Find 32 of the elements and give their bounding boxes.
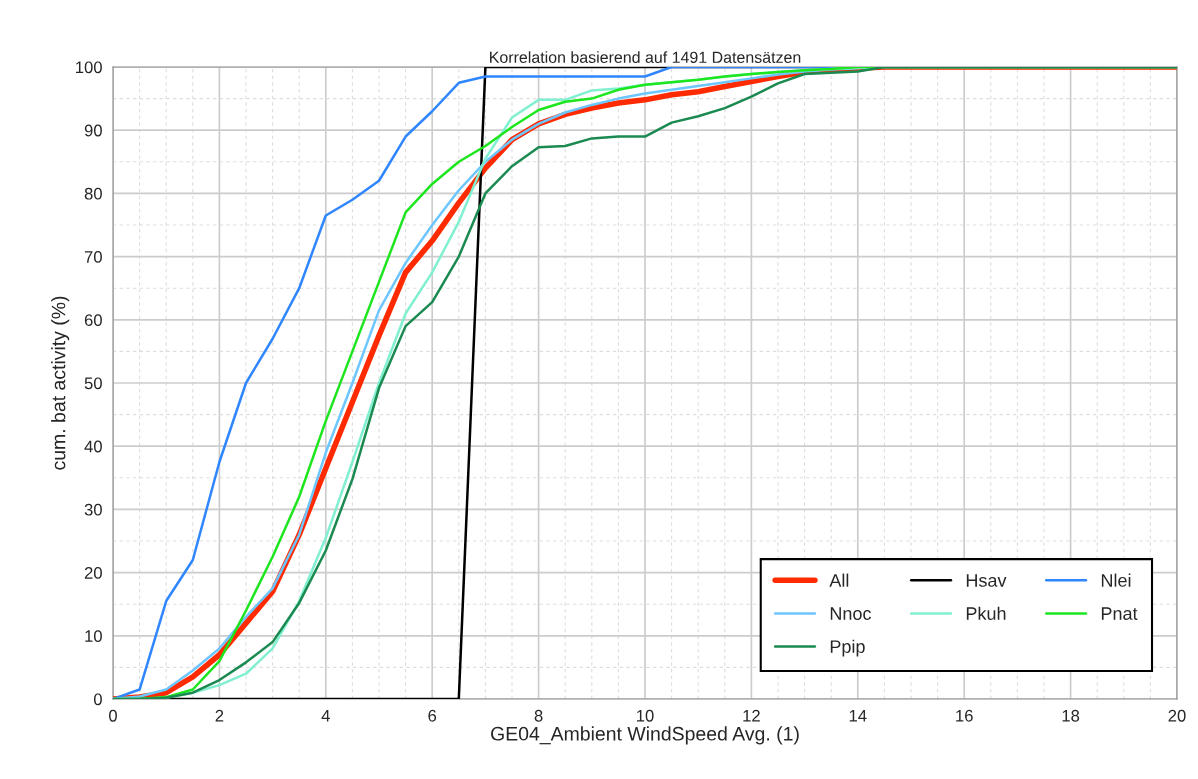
y-tick-label: 100 bbox=[76, 61, 102, 74]
y-tick-label: 20 bbox=[84, 567, 102, 579]
y-tick-label: 40 bbox=[84, 440, 102, 453]
y-tick-label: 50 bbox=[84, 377, 102, 390]
legend-label: Hsav bbox=[966, 574, 1007, 587]
x-tick-label: 8 bbox=[534, 709, 543, 722]
y-tick-label: 60 bbox=[84, 314, 102, 326]
x-tick-label: 18 bbox=[1062, 709, 1080, 722]
legend-label: Nnoc bbox=[830, 607, 872, 620]
legend-label: Ppip bbox=[830, 639, 865, 657]
x-tick-label: 2 bbox=[215, 709, 224, 722]
x-tick-label: 0 bbox=[109, 709, 117, 722]
y-tick-label: 0 bbox=[93, 693, 102, 706]
legend-label: All bbox=[829, 573, 849, 587]
x-tick-label: 6 bbox=[428, 709, 437, 722]
legend-label: Pnat bbox=[1101, 607, 1138, 620]
y-tick-label: 10 bbox=[85, 630, 102, 642]
x-tick-label: 16 bbox=[956, 709, 973, 722]
x-tick-label: 10 bbox=[637, 709, 654, 722]
y-tick-label: 30 bbox=[84, 503, 102, 516]
x-tick-label: 14 bbox=[849, 710, 867, 722]
chart-title: Korrelation basierend auf 1491 Datensätzen bbox=[490, 51, 801, 63]
legend-label: Nlei bbox=[1101, 573, 1131, 587]
x-tick-label: 12 bbox=[743, 709, 760, 722]
x-axis-title: GE04_Ambient WindSpeed Avg. (1) bbox=[491, 726, 799, 745]
y-tick-label: 70 bbox=[84, 251, 102, 263]
y-axis-title: cum. bat activity (%) bbox=[51, 296, 70, 470]
y-tick-label: 90 bbox=[84, 124, 102, 137]
x-tick-label: 4 bbox=[321, 710, 330, 722]
y-tick-label: 80 bbox=[84, 187, 102, 200]
x-tick-label: 20 bbox=[1168, 709, 1186, 722]
legend-label: Pkuh bbox=[966, 606, 1006, 620]
